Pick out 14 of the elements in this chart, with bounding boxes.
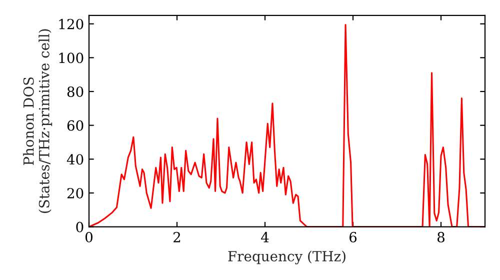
x-tick-label: 0 — [85, 232, 92, 242]
y-tick-label: 0 — [76, 222, 84, 232]
y-tick-label: 100 — [59, 52, 84, 64]
x-tick-label: 4 — [261, 232, 269, 242]
y-tick-label: 40 — [66, 154, 84, 165]
x-axis-title: Frequency (THz) — [228, 250, 346, 264]
x-tick-label: 8 — [438, 232, 444, 242]
y-axis-title: Phonon DOS (States/THz·primitive cell) — [23, 29, 52, 213]
x-tick-label: 6 — [350, 232, 357, 242]
x-tick-label: 2 — [174, 232, 180, 242]
y-tick-label: 60 — [67, 120, 84, 131]
y-tick-label: 120 — [59, 18, 84, 30]
y-tick-label: 80 — [67, 86, 84, 97]
y-tick-label: 20 — [67, 188, 84, 198]
